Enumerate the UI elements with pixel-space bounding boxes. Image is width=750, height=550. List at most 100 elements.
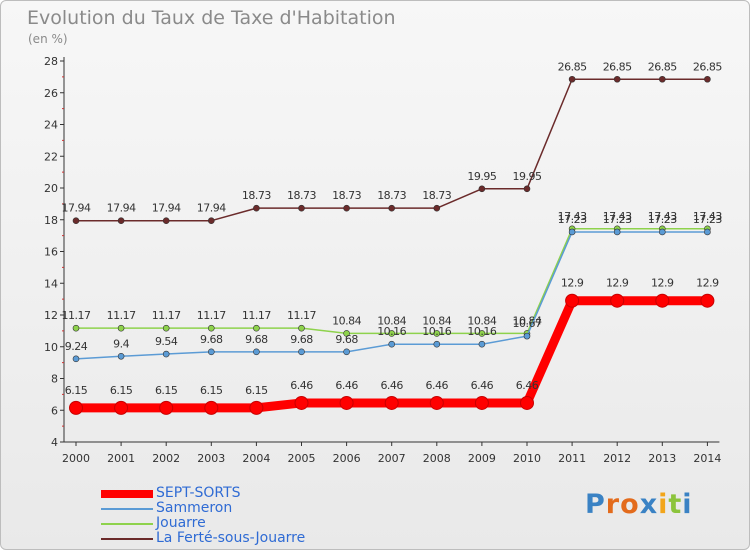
data-label: 11.17 [152, 309, 181, 322]
data-point [478, 330, 486, 337]
data-point [343, 348, 350, 356]
data-point [429, 395, 444, 410]
data-point [433, 330, 441, 337]
x-tick-label: 2005 [288, 452, 316, 465]
x-tick-label: 2001 [107, 452, 135, 465]
data-point [117, 352, 125, 360]
data-label: 6.15 [155, 384, 178, 397]
data-label: 6.46 [516, 379, 539, 392]
data-point [114, 400, 129, 415]
data-label: 18.73 [287, 189, 316, 202]
x-tick-label: 2013 [648, 452, 676, 465]
legend-label: Sammeron [156, 500, 233, 516]
data-point [204, 400, 219, 415]
data-point [253, 348, 260, 356]
y-tick-label: 24 [44, 119, 58, 132]
data-point [298, 204, 305, 212]
logo-letter: r [605, 489, 621, 520]
data-point [658, 75, 666, 83]
data-label: 17.23 [558, 213, 587, 226]
data-point [343, 330, 350, 337]
data-label: 17.94 [107, 202, 136, 215]
data-label: 10.67 [513, 317, 542, 330]
data-label: 17.23 [648, 213, 677, 226]
data-point [253, 324, 260, 332]
data-label: 9.24 [65, 340, 88, 353]
x-tick-label: 2002 [152, 452, 180, 465]
y-tick-label: 12 [44, 309, 58, 322]
data-point [208, 217, 215, 225]
y-tick-label: 14 [44, 277, 58, 290]
data-point [253, 204, 260, 212]
x-tick-label: 2011 [558, 452, 586, 465]
data-label: 11.17 [107, 309, 136, 322]
y-tick-label: 6 [51, 404, 58, 417]
data-label: 17.23 [693, 213, 722, 226]
data-point [298, 324, 305, 332]
data-point [72, 217, 80, 225]
legend-swatch [101, 523, 153, 525]
data-label: 18.73 [377, 189, 406, 202]
data-label: 9.68 [290, 333, 313, 346]
data-label: 9.68 [245, 333, 268, 346]
y-tick-label: 16 [44, 246, 58, 259]
x-tick-label: 2010 [513, 452, 541, 465]
data-label: 9.4 [113, 337, 129, 350]
y-tick-label: 10 [44, 341, 58, 354]
legend-label: SEPT-SORTS [156, 485, 241, 501]
data-point [433, 340, 441, 348]
data-label: 11.17 [242, 309, 271, 322]
data-label: 17.43 [558, 210, 587, 223]
data-label: 10.16 [422, 325, 451, 338]
x-tick-label: 2012 [603, 452, 631, 465]
data-label: 6.15 [65, 384, 88, 397]
chart-title: Evolution du Taux de Taxe d'Habitation [27, 7, 396, 29]
chart-subtitle: (en %) [28, 32, 68, 46]
y-tick-label: 4 [51, 436, 58, 449]
data-label: 17.94 [62, 202, 91, 215]
data-label: 6.15 [245, 384, 268, 397]
data-point [249, 400, 264, 415]
data-point [658, 228, 666, 236]
data-label: 9.68 [200, 333, 223, 346]
series-sept-sorts: 6.15 6.15 6.15 6.15 6.15 6.46 6.46 6.46 6.46 6.46… [65, 277, 720, 415]
data-label: 10.84 [467, 314, 496, 327]
data-point [294, 395, 309, 410]
data-point [208, 324, 215, 332]
data-point [339, 395, 354, 410]
data-label: 10.84 [422, 314, 451, 327]
data-label: 17.43 [603, 210, 632, 223]
logo-letter: i [682, 489, 693, 520]
data-point [700, 293, 715, 308]
x-tick-label: 2006 [333, 452, 361, 465]
data-point [388, 204, 396, 212]
data-point [520, 395, 534, 410]
data-point [704, 75, 711, 83]
data-label: 6.15 [200, 384, 223, 397]
data-label: 26.85 [693, 60, 722, 73]
data-point [117, 324, 125, 332]
data-label: 12.9 [696, 277, 719, 290]
legend-label: La Ferté-sous-Jouarre [156, 530, 306, 546]
y-tick-label: 28 [44, 55, 58, 68]
data-label: 6.46 [335, 379, 358, 392]
legend-swatch [101, 538, 153, 540]
series-jouarre: 11.17 11.17 11.17 11.17 11.17 11.17 10.84 10.84… [62, 210, 723, 337]
x-tick-label: 2014 [693, 452, 721, 465]
data-point [162, 324, 170, 332]
data-point [565, 293, 580, 308]
data-label: 10.84 [332, 314, 361, 327]
data-point [159, 400, 174, 415]
data-label: 12.9 [606, 277, 629, 290]
data-point [162, 217, 170, 225]
data-label: 6.46 [471, 379, 494, 392]
data-point [568, 228, 576, 236]
data-label: 9.54 [155, 335, 178, 348]
data-label: 17.94 [197, 202, 226, 215]
data-label: 10.84 [377, 314, 406, 327]
series-la-fert-sous-jouarre: 17.94 17.94 17.94 17.94 18.73 18.73 18.73 18.73… [62, 60, 723, 225]
data-label: 18.73 [332, 189, 361, 202]
